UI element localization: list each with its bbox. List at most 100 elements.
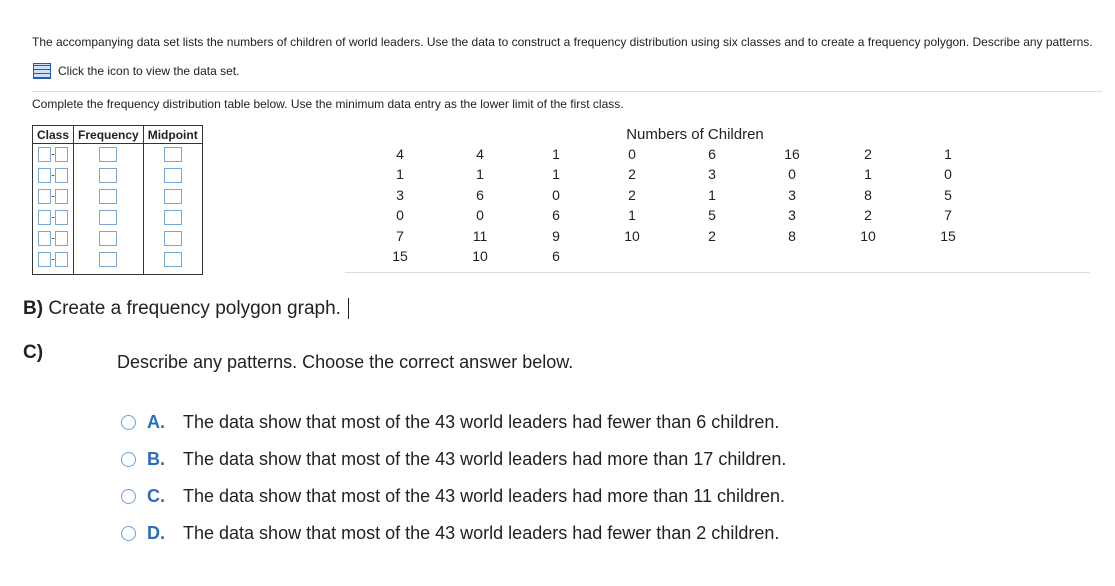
input-box[interactable] [163, 147, 182, 163]
data-value: 4 [476, 146, 484, 162]
input-box[interactable] [99, 252, 118, 268]
input-box[interactable] [99, 210, 118, 226]
input-box[interactable] [163, 210, 182, 226]
option-text[interactable]: The data show that most of the 43 world … [183, 523, 780, 543]
radio-button[interactable] [121, 452, 136, 467]
input-box[interactable] [54, 168, 68, 184]
option-letter: D. [147, 523, 165, 543]
data-value: 3 [788, 207, 796, 224]
data-value: 11 [472, 227, 488, 244]
data-value: 0 [396, 207, 404, 224]
data-value: 0 [788, 166, 796, 183]
input-box[interactable] [99, 168, 118, 184]
data-value: 8 [788, 227, 796, 244]
data-value: 15 [392, 248, 408, 264]
data-value: 2 [628, 166, 636, 183]
table-row: - [31, 186, 203, 207]
data-value: 8 [864, 186, 872, 203]
option-letter: C. [147, 486, 165, 506]
divider [32, 91, 1102, 92]
data-value: 3 [788, 186, 796, 203]
midpoint-cell [142, 228, 203, 249]
class-separator: - [51, 170, 55, 182]
column-header: Midpoint [142, 125, 203, 144]
input-box[interactable] [38, 231, 52, 247]
class-cell: - [31, 143, 75, 165]
input-box[interactable] [38, 147, 52, 163]
input-box[interactable] [163, 231, 182, 247]
midpoint-cell [142, 143, 203, 165]
input-box[interactable] [99, 231, 118, 247]
data-value: 10 [624, 227, 640, 244]
data-value: 2 [708, 227, 716, 244]
data-value: 15 [940, 227, 956, 244]
option-text[interactable]: The data show that most of the 43 world … [183, 449, 787, 469]
frequency-cell [73, 228, 144, 249]
table-prompt: Complete the frequency distribution tabl… [32, 97, 624, 111]
class-separator: - [51, 233, 55, 245]
data-value: 3 [708, 166, 716, 183]
data-value: 16 [784, 146, 800, 162]
table-row: - [31, 143, 203, 165]
data-value: 1 [628, 207, 636, 224]
class-separator: - [51, 212, 55, 224]
input-box[interactable] [54, 231, 68, 247]
data-value: 0 [552, 186, 560, 203]
data-value: 5 [944, 186, 952, 203]
input-box[interactable] [54, 252, 68, 268]
table-row: - [31, 207, 203, 228]
midpoint-cell [142, 165, 203, 186]
input-box[interactable] [54, 210, 68, 226]
input-box[interactable] [38, 252, 52, 268]
data-value: 1 [552, 146, 560, 162]
class-separator: - [51, 254, 55, 266]
option-letter: A. [147, 412, 165, 432]
class-cell: - [31, 207, 75, 228]
data-value: 7 [944, 207, 952, 224]
input-box[interactable] [163, 168, 182, 184]
radio-button[interactable] [121, 489, 136, 504]
option-text[interactable]: The data show that most of the 43 world … [183, 412, 780, 432]
midpoint-cell [142, 207, 203, 228]
table-row: - [31, 249, 203, 275]
input-box[interactable] [99, 189, 118, 205]
data-value: 2 [864, 146, 872, 162]
question-prompt: Describe any patterns. Choose the correc… [117, 352, 574, 372]
data-value: 3 [396, 186, 404, 203]
data-link[interactable]: Click the icon to view the data set. [58, 64, 240, 78]
radio-button[interactable] [121, 526, 136, 541]
data-value: 10 [472, 248, 488, 264]
data-value: 10 [860, 227, 876, 244]
data-value: 0 [476, 207, 484, 224]
data-value: 1 [476, 166, 484, 183]
data-value: 7 [396, 227, 404, 244]
column-header: Frequency [73, 125, 144, 144]
input-box[interactable] [38, 189, 52, 205]
part-label: B) [23, 298, 44, 319]
data-value: 5 [708, 207, 716, 224]
data-value: 1 [708, 186, 716, 203]
option-text[interactable]: The data show that most of the 43 world … [183, 486, 786, 506]
input-box[interactable] [163, 252, 182, 268]
part-b: B) Create a frequency polygon graph. [23, 298, 355, 320]
frequency-cell [73, 249, 144, 275]
data-value: 6 [552, 207, 560, 224]
data-icon[interactable] [33, 63, 51, 79]
input-box[interactable] [54, 147, 68, 163]
instructions: The accompanying data set lists the numb… [32, 35, 1093, 49]
data-value: 0 [628, 146, 636, 162]
part-text: Create a frequency polygon graph. [48, 298, 341, 319]
data-value: 6 [552, 248, 560, 264]
input-box[interactable] [38, 210, 52, 226]
option-letter: B. [147, 449, 165, 469]
input-box[interactable] [38, 168, 52, 184]
input-box[interactable] [54, 189, 68, 205]
data-value: 1 [864, 166, 872, 183]
input-box[interactable] [99, 147, 118, 163]
data-value: 9 [552, 227, 560, 244]
frequency-cell [73, 143, 144, 165]
frequency-cell [73, 165, 144, 186]
input-box[interactable] [163, 189, 182, 205]
radio-button[interactable] [121, 415, 136, 430]
